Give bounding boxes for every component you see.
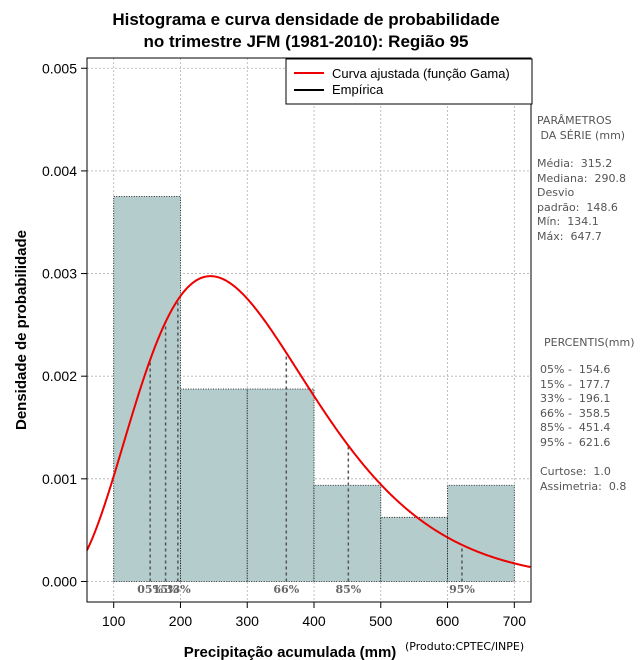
histogram-bar [447, 485, 515, 582]
y-tick-label: 0.001 [42, 471, 77, 487]
histogram-bar [180, 389, 248, 582]
x-tick-label: 100 [102, 613, 126, 629]
histogram-bar-outline [447, 484, 515, 582]
y-tick-label: 0.003 [42, 266, 77, 282]
histogram-bar-outline [313, 484, 382, 582]
x-axis-label: Precipitação acumulada (mm) [184, 644, 397, 660]
legend-label-empirica: Empírica [332, 82, 384, 97]
plot-frame [86, 57, 532, 603]
x-tick-label: 400 [302, 613, 326, 629]
histogram-bar [314, 485, 381, 582]
histogram-bar [380, 517, 448, 582]
histogram-bar-outline [113, 196, 181, 582]
product-credit: (Produto:CPTEC/INPE) [405, 640, 525, 653]
percentile-label: 05% [137, 583, 163, 596]
percentile-label: 66% [273, 583, 299, 596]
y-tick-label: 0.005 [42, 60, 77, 76]
gamma-curve-line [86, 275, 531, 568]
y-tick-label: 0.004 [42, 163, 77, 179]
legend: Curva ajustada (função Gama) Empírica [285, 58, 533, 105]
histogram-bars [113, 196, 515, 582]
percentis-title: PERCENTIS(mm) [544, 336, 635, 349]
x-tick-label: 500 [369, 613, 393, 629]
x-tick-label: 700 [503, 613, 527, 629]
params-body: Média: 315.2 Mediana: 290.8 Desvio padrã… [537, 157, 626, 243]
y-tick-label: 0.000 [42, 573, 77, 589]
percentile-label: 15% [153, 583, 179, 596]
x-tick-label: 200 [169, 613, 193, 629]
legend-box [285, 58, 533, 105]
percentile-label: 33% [165, 583, 191, 596]
gamma-curve [86, 275, 531, 568]
histogram-bar [247, 389, 315, 582]
percentile-markers: 05%15%33% 66% 85% 95% [137, 299, 475, 596]
percentile-label: 95% [449, 583, 475, 596]
axes: 100 200 300 400 500 600 700 0.000 0.001 0.002 0.00… [42, 57, 532, 629]
chart-title-line-1: Histograma e curva densidade de probabil… [112, 10, 499, 29]
y-axis-label: Densidade de probabilidade [13, 230, 30, 430]
x-tick-label: 600 [436, 613, 460, 629]
histogram-bar-outline [380, 516, 448, 582]
histogram-bar [113, 196, 181, 582]
shape-stats: Curtose: 1.0 Assimetria: 0.8 [540, 465, 627, 493]
percentis-body: 05% - 154.6 15% - 177.7 33% - 196.1 66% … [540, 363, 611, 449]
chart-title-line-2: no trimestre JFM (1981-2010): Região 95 [143, 32, 468, 51]
params-title: PARÂMETROS DA SÉRIE (mm) [537, 114, 626, 142]
percentile-label: 85% [335, 583, 361, 596]
legend-label-curve: Curva ajustada (função Gama) [332, 66, 510, 81]
y-tick-label: 0.002 [42, 368, 77, 384]
x-tick-label: 300 [236, 613, 260, 629]
